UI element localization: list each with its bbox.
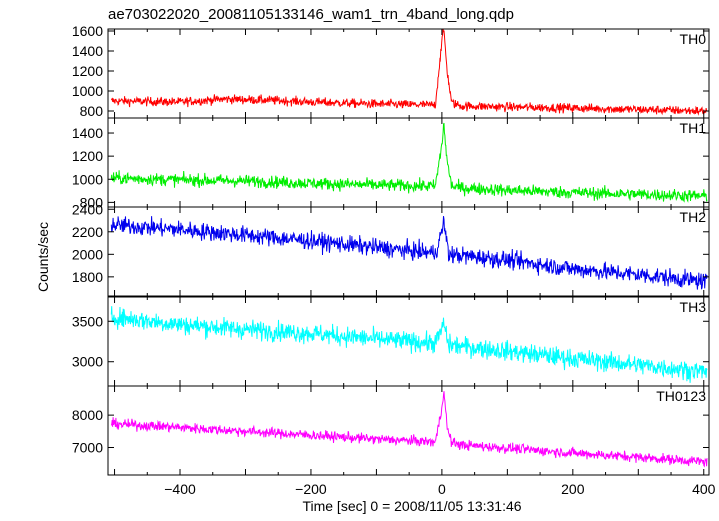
- panel-frame-th3: [107, 296, 710, 387]
- y-tick-label: 7000: [72, 439, 103, 455]
- series-line-th0: [110, 29, 708, 116]
- series-line-th1: [110, 122, 708, 203]
- chart-title: ae703022020_20081105133146_wam1_trn_4ban…: [108, 6, 514, 23]
- x-tick-label: 0: [438, 481, 446, 497]
- x-tick-label: 200: [561, 481, 585, 497]
- x-tick-label: −400: [164, 481, 196, 497]
- y-tick-label: 3500: [72, 313, 103, 329]
- series-line-th3: [110, 306, 708, 383]
- y-tick-label: 2400: [72, 201, 103, 217]
- series-label-th2: TH2: [680, 209, 707, 225]
- panels-group: 800 1000 1200 1400 1600 TH0 800 1000 1200 1400 TH1…: [72, 23, 716, 497]
- y-tick-label: 1400: [72, 43, 103, 59]
- y-tick-label: 1200: [72, 148, 103, 164]
- y-tick-label: 1400: [72, 125, 103, 141]
- y-tick-label: 1200: [72, 63, 103, 79]
- y-tick-label: 1000: [72, 83, 103, 99]
- y-tick-label: 2000: [72, 246, 103, 262]
- x-tick-label: 400: [692, 481, 716, 497]
- panel-frame-th2: [107, 206, 710, 297]
- series-label-th3: TH3: [680, 299, 707, 315]
- y-tick-label: 1000: [72, 171, 103, 187]
- series-line-th2: [110, 216, 708, 290]
- panel-frame-th0123: [107, 385, 710, 476]
- series-line-th0123: [110, 391, 708, 468]
- y-tick-label: 800: [80, 194, 104, 210]
- y-tick-label: 1800: [72, 269, 103, 285]
- y-axis-label: Counts/sec: [35, 222, 51, 292]
- series-label-th1: TH1: [680, 120, 707, 136]
- y-tick-label: 1600: [72, 23, 103, 39]
- series-label-th0: TH0: [680, 31, 707, 47]
- x-tick-label: −200: [295, 481, 327, 497]
- y-tick-label: 8000: [72, 407, 103, 423]
- y-tick-label: 3000: [72, 354, 103, 370]
- x-axis-label: Time [sec] 0 = 2008/11/05 13:31:46: [302, 498, 521, 514]
- series-label-th0123: TH0123: [656, 388, 706, 404]
- y-tick-label: 800: [80, 103, 104, 119]
- y-tick-label: 2200: [72, 224, 103, 240]
- panel-frame-th1: [107, 117, 710, 208]
